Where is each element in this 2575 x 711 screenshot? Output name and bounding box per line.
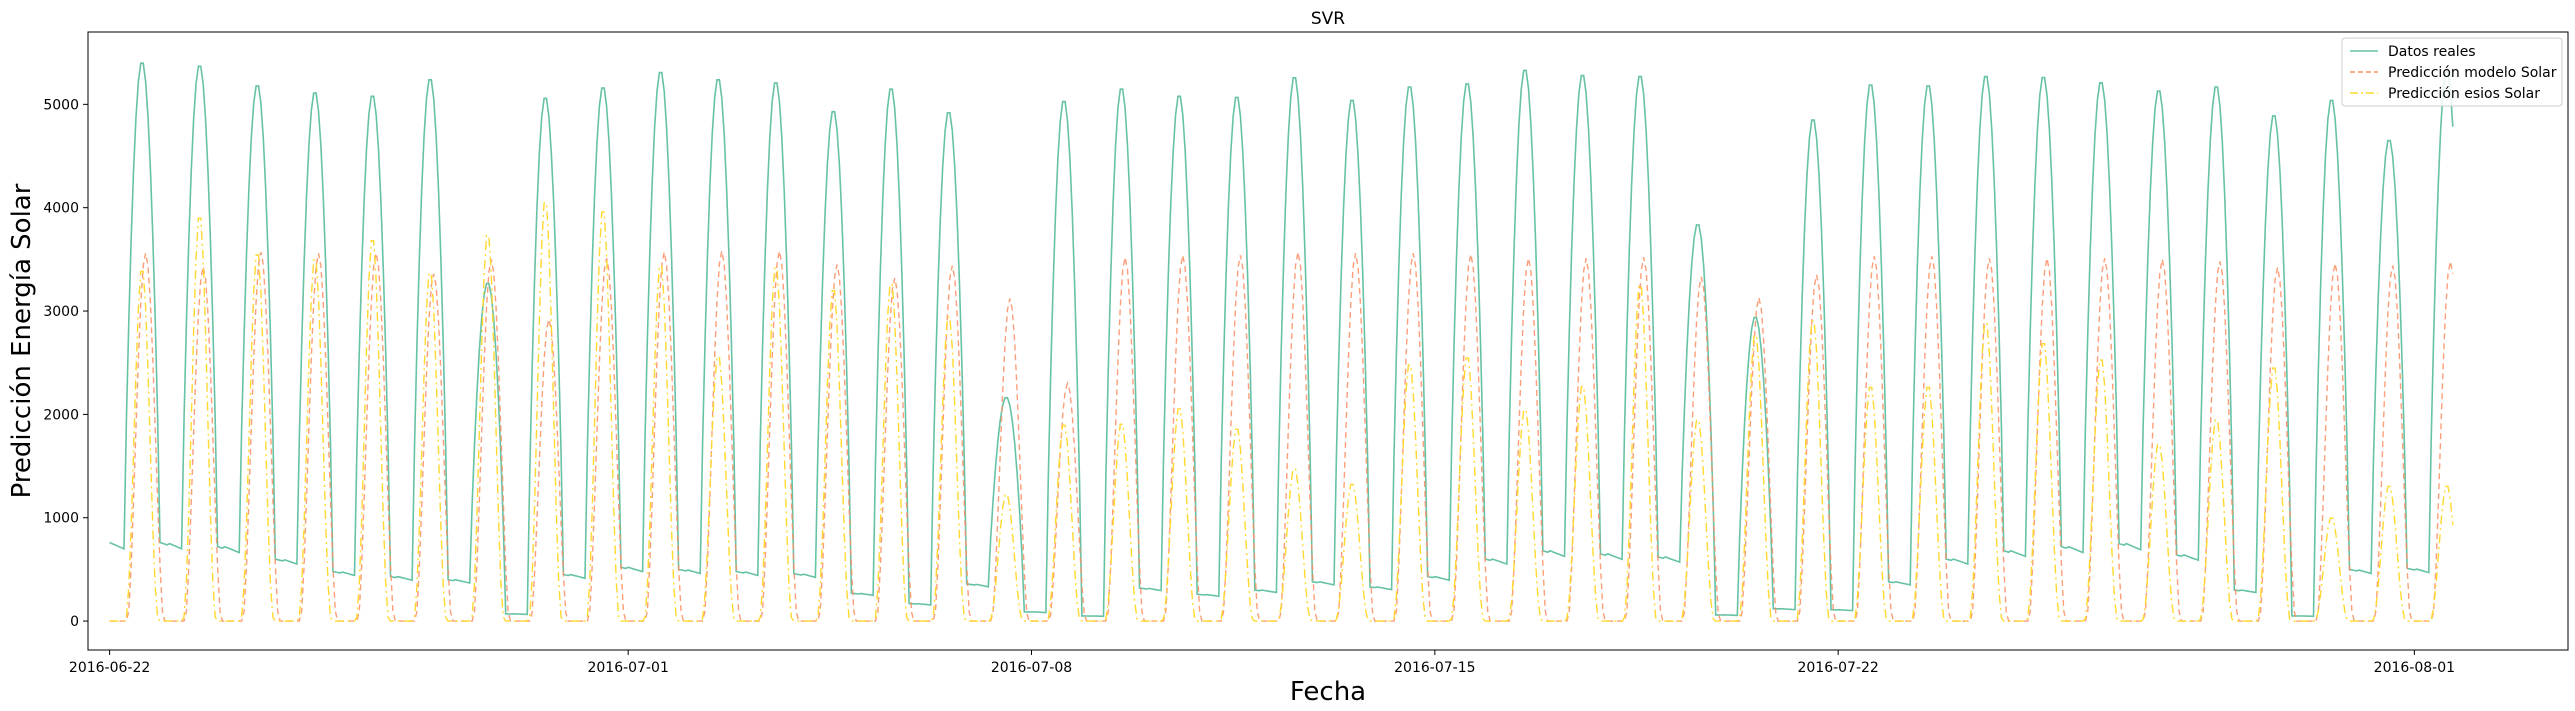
x-tick-label: 2016-07-22 [1797,660,1878,676]
legend-label-prediccion-modelo: Predicción modelo Solar [2388,65,2557,81]
legend: Datos reales Predicción modelo Solar Pre… [2341,37,2563,107]
x-tick-label: 2016-07-01 [587,660,668,676]
plot-frame [87,31,2569,651]
plot-lines [109,62,2454,622]
x-tick-label: 2016-07-08 [991,660,1072,676]
x-axis-ticks: 2016-06-22 2016-07-01 2016-07-08 2016-07-15… [69,650,2455,676]
series-line-model [109,250,2454,622]
y-axis-label: Predicción Energía Solar [7,183,37,498]
x-axis-label: Fecha [1290,677,1366,707]
series-line-esios [109,202,2454,622]
series-line-real [109,62,2454,618]
legend-box [2341,37,2563,107]
y-tick-label: 5000 [43,97,79,113]
x-tick-label: 2016-08-01 [2374,660,2455,676]
y-tick-label: 3000 [43,304,79,320]
y-tick-label: 4000 [43,201,79,217]
x-tick-label: 2016-07-15 [1394,660,1475,676]
y-tick-label: 1000 [43,511,79,527]
legend-label-prediccion-esios: Predicción esios Solar [2388,86,2540,102]
chart-title: SVR [1311,9,1345,29]
y-axis-ticks: 0 1000 2000 3000 4000 5000 [43,97,88,630]
y-tick-label: 0 [70,614,79,630]
x-tick-label: 2016-06-22 [69,660,150,676]
legend-label-datos-reales: Datos reales [2388,44,2476,60]
y-tick-label: 2000 [43,407,79,423]
